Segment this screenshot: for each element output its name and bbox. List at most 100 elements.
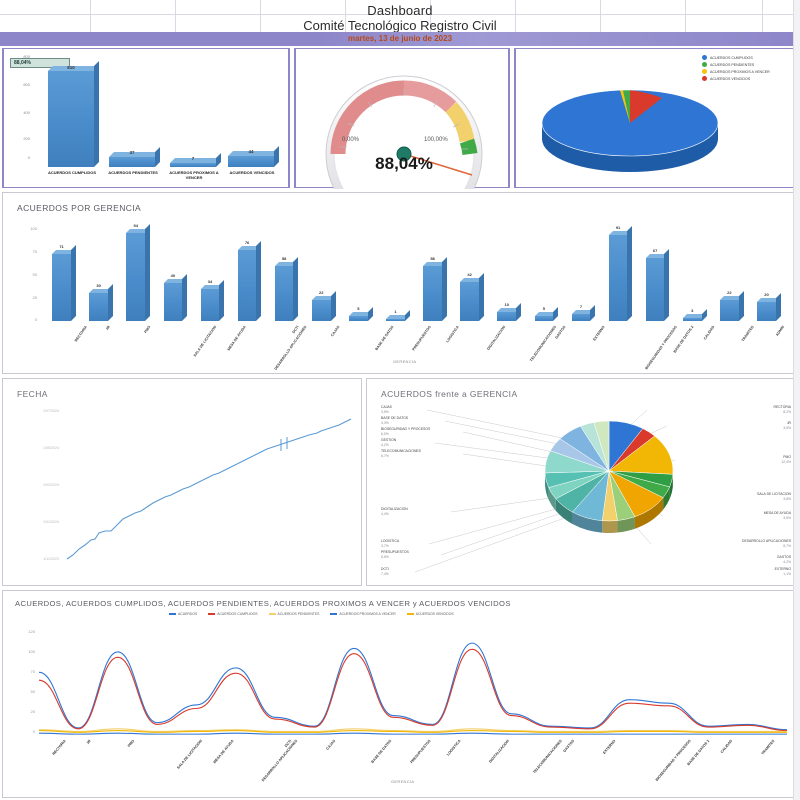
gerencia-bar-value: 76	[244, 239, 250, 245]
legend-item[interactable]: ACUERDOS PENDIENTES	[702, 62, 770, 67]
gerencia-bar	[163, 274, 188, 321]
gauge-panel: 0,00% 100,00% 88,04%	[294, 48, 510, 233]
date-banner: martes, 13 de junio de 2023	[0, 32, 800, 46]
gerencia-x-label: LOGISTICA	[444, 325, 460, 344]
pie-callout-pct: 3,5%	[381, 409, 389, 414]
bottom-x-label: SALA DE LICITACION	[176, 739, 204, 770]
pie-callout-name: DIGITALIZACION	[381, 507, 408, 511]
pie-callout-pct: 3,7%	[381, 543, 389, 548]
legend-item[interactable]: ACUERDOS CUMPLIDOS	[208, 612, 258, 616]
fecha-line-chart	[66, 418, 352, 560]
pie-callout-name: CAJAS	[381, 405, 392, 409]
bottom-x-label: RECTORIA	[51, 739, 67, 756]
page-subtitle: Comité Tecnológico Registro Civil	[303, 18, 497, 33]
pie-callout-label: MESA DE AYUDA 3,5%	[711, 511, 791, 520]
pie-callout-pct: 3,5%	[783, 515, 791, 520]
pie-callout-name: PMO	[783, 455, 791, 459]
pie-callout-pct: 3,3%	[381, 420, 389, 425]
gerencia-x-label: CALIDAD	[703, 325, 716, 341]
pie-callout-label: BASE DE DATOS 3,3%	[381, 416, 408, 425]
legend-color-swatch	[268, 613, 276, 615]
pie-callout-label: PRESUPUESTOS 5,5%	[381, 550, 409, 559]
legend-label: ACUERDOS VENCIDOS	[710, 76, 751, 81]
bottom-x-label: MESA DE AYUDA	[213, 739, 236, 765]
pie-slice-depth	[572, 512, 603, 533]
gerencia-bar	[571, 305, 596, 321]
legend-item[interactable]: ACUERDOS VENCIDOS	[702, 76, 770, 81]
gerencia-ytick: 75	[32, 249, 37, 254]
bottom-series-line	[38, 648, 788, 732]
bottom-x-label: CALIDAD	[720, 739, 734, 754]
kpi-bar-value: 37	[129, 150, 135, 155]
pie-callout-name: DESARROLLO APLICACIONES	[742, 539, 791, 543]
gerencia-x-label: JR	[104, 325, 111, 332]
pie-callout-label: DIGITALIZACION 4,4%	[381, 507, 408, 516]
legend-color-swatch	[169, 613, 176, 615]
legend-item[interactable]: ACUERDOS	[169, 612, 197, 616]
gerencia-bar-value: 34	[207, 279, 213, 285]
kpi-bar-value: 7	[191, 156, 195, 161]
legend-item[interactable]: ACUERDOS VENCIDOS	[406, 612, 454, 616]
gerencia-bar-value: 67	[652, 248, 658, 254]
pie-slice-depth	[548, 487, 556, 511]
pie-callout-name: JR	[786, 421, 791, 425]
pie-slice-depth	[602, 520, 618, 533]
acuerdos-gerencia-pie-panel: ACUERDOS frente a GERENCIA CAJAS 3,5% BA…	[366, 378, 798, 586]
gerencia-bar	[126, 223, 151, 321]
pie-callout-name: PRESUPUESTOS	[381, 550, 409, 554]
gerencia-x-labels: RECTORIA JR PMO SALA DE LICITACION MESA DE A…	[43, 323, 786, 371]
gerencia-bar-value: 22	[319, 290, 324, 296]
kpi-bar-label: ACUERDOS VENCIDOS	[229, 170, 275, 175]
pie-callout-name: RECTORIA	[773, 405, 791, 409]
pie-callout-name: SALA DE LICITACION	[757, 492, 791, 496]
bottom-x-label: TRAMITES	[760, 739, 776, 756]
gerencia-bar	[460, 272, 484, 321]
bottom-chart-legend: ACUERDOS ACUERDOS CUMPLIDOS ACUERDOS PEN…	[169, 612, 454, 616]
gerencia-bar-value: 42	[467, 271, 472, 277]
pie-callout-label: JR 3,5%	[719, 421, 791, 430]
legend-item[interactable]: ACUERDOS PROXIMOS A VENCER	[702, 69, 770, 74]
legend-item[interactable]: ACUERDOS PROXIMOS A VENCER	[330, 612, 396, 616]
pie-callout-name: EXTERNO	[774, 567, 791, 571]
legend-label: ACUERDOS PROXIMOS A VENCER	[710, 69, 770, 74]
pie-callout-label: DCTI 7,4%	[381, 567, 389, 576]
pie-callout-pct: 1,1%	[783, 571, 791, 576]
gerencia-ytick: 50	[32, 272, 37, 277]
legend-color-swatch	[406, 613, 414, 615]
gerencia-x-label: SALA DE LICITACION	[192, 325, 218, 358]
page-title: Dashboard	[367, 3, 433, 18]
pie-callout-pct: 4,4%	[381, 511, 389, 516]
bottom-x-label: PMO	[126, 739, 135, 748]
gerencia-x-label: PMO	[143, 325, 152, 335]
pie-callout-pct: 6,0%	[381, 431, 389, 436]
gerencia-bar-value: 5	[357, 306, 360, 312]
gerencia-bar-panel: ACUERDOS POR GERENCIA ACUERDOS GERENCIA …	[2, 192, 798, 468]
top-pie-panel: ACUERDOS CUMPLIDOS ACUERDOS PENDIENTES A…	[514, 48, 798, 188]
kpi-bar	[228, 146, 279, 167]
bottom-x-label: LOGISTICA	[445, 739, 462, 757]
legend-item[interactable]: ACUERDOS PENDIENTES	[268, 612, 320, 616]
bottom-panel-title: ACUERDOS, ACUERDOS CUMPLIDOS, ACUERDOS P…	[15, 599, 511, 608]
gerencia-bar-value: 91	[615, 225, 621, 231]
gerencia-x-label: BIOSEGURIDAD Y PROCESOS	[644, 325, 678, 371]
gerencia-bar	[720, 291, 744, 321]
pie-slice[interactable]	[608, 435, 674, 475]
bottom-x-label: JR	[86, 739, 93, 746]
legend-label: ACUERDOS PENDIENTES	[277, 612, 320, 616]
pie-callout-pct: 3,5%	[783, 425, 791, 430]
bottom-x-label: DESARROLLO APLICACIONES	[260, 739, 299, 783]
gerencia-bar	[200, 280, 225, 321]
kpi-bar-label: ACUERDOS PENDIENTES	[108, 170, 158, 175]
bottom-x-label: TELECOMUNICACIONES	[532, 739, 564, 775]
pie-callout-pct: 7,4%	[381, 571, 389, 576]
legend-item[interactable]: ACUERDOS CUMPLIDOS	[702, 55, 770, 60]
pie-slice[interactable]	[593, 420, 610, 472]
bottom-series-line	[38, 730, 787, 733]
fecha-panel-title: FECHA	[17, 389, 48, 399]
gerencia-x-label: BASE DE DATOS	[374, 325, 395, 352]
legend-color-swatch	[702, 69, 707, 74]
page-scrollbar[interactable]	[793, 0, 800, 800]
gerencia-bar-value: 7	[579, 304, 583, 310]
pie-svg	[544, 420, 674, 533]
